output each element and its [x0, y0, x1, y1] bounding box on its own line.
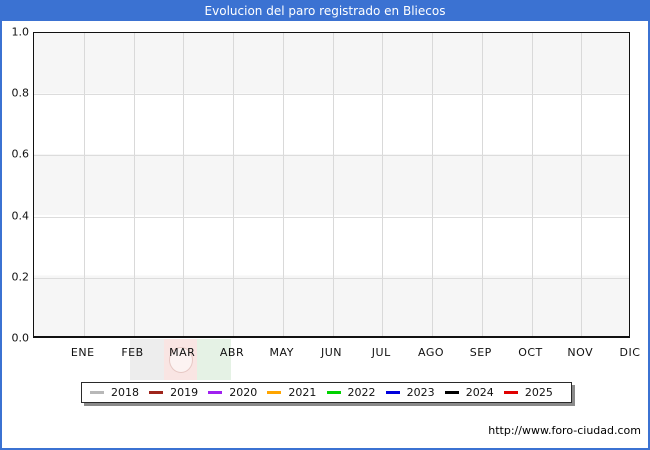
vertical-gridline: [382, 33, 384, 336]
legend-item-2018: 2018: [90, 386, 149, 399]
horizontal-gridline: [34, 216, 629, 218]
legend-item-2025: 2025: [503, 386, 563, 399]
x-tick-label: SEP: [469, 346, 492, 359]
y-axis: 1.0 0.8 0.6 0.4 0.2 0.0: [2, 2, 30, 448]
horizontal-gridline: [34, 277, 629, 279]
horizontal-gridline: [34, 155, 629, 157]
x-tick-label: MAR: [169, 346, 196, 359]
x-tick-label: JUL: [371, 346, 391, 359]
x-tick-label: ABR: [219, 346, 245, 359]
legend-label: 2018: [111, 386, 139, 399]
legend-swatch: [149, 391, 164, 394]
vertical-gridline: [233, 33, 234, 336]
y-tick-label: 0.0: [11, 331, 30, 345]
flag-band: [130, 339, 164, 380]
x-tick-label: JUN: [320, 346, 343, 359]
legend-label: 2019: [170, 386, 199, 399]
vertical-gridline: [183, 33, 185, 336]
y-tick-label: 0.8: [11, 86, 30, 100]
vertical-gridline: [83, 33, 85, 336]
legend-label: 2025: [524, 386, 553, 399]
legend-item-2019: 2019: [149, 386, 208, 399]
legend-item-2020: 2020: [208, 386, 267, 399]
x-tick-label: MAY: [269, 346, 294, 359]
vertical-gridline: [531, 33, 533, 336]
legend-label: 2023: [406, 386, 435, 399]
y-tick-label: 0.4: [11, 209, 30, 223]
legend-item-2022: 2022: [326, 386, 386, 399]
flag-band: [197, 339, 232, 380]
y-tick-label: 0.6: [11, 147, 30, 161]
flag-emblem-icon: [169, 347, 193, 373]
legend-swatch: [385, 391, 400, 394]
source-url: http://www.foro-ciudad.com: [488, 424, 641, 437]
legend-swatch: [503, 391, 518, 394]
y-tick-label: 1.0: [11, 25, 30, 39]
x-tick-label: AGO: [417, 346, 445, 359]
x-tick-label: NOV: [567, 346, 594, 359]
vertical-gridline: [481, 33, 483, 336]
vertical-gridline: [432, 33, 433, 336]
vertical-gridline: [133, 33, 135, 336]
legend-swatch: [444, 391, 459, 394]
chart-title: Evolucion del paro registrado en Bliecos: [2, 2, 648, 21]
plot-area: [33, 32, 630, 338]
legend-swatch: [208, 391, 223, 394]
legend-swatch: [326, 391, 341, 394]
x-tick-label: FEB: [121, 346, 144, 359]
horizontal-gridline: [34, 94, 629, 96]
legend-label: 2024: [465, 386, 494, 399]
legend-item-2024: 2024: [444, 386, 504, 399]
legend-item-2023: 2023: [385, 386, 445, 399]
vertical-gridline: [581, 33, 583, 336]
x-tick-label: OCT: [518, 346, 543, 359]
vertical-gridline: [282, 33, 284, 336]
legend-label: 2020: [229, 386, 258, 399]
legend-label: 2021: [288, 386, 317, 399]
x-tick-label: ENE: [70, 346, 95, 359]
flag-watermark-icon: [130, 339, 232, 380]
y-tick-label: 0.2: [11, 270, 30, 284]
legend-swatch: [267, 391, 282, 394]
vertical-gridline: [332, 33, 334, 336]
legend-label: 2022: [347, 386, 376, 399]
x-tick-label: DIC: [619, 346, 641, 359]
legend-item-2021: 2021: [267, 386, 326, 399]
legend: 2018 2019 2020 2021 2022 2023 2024 2025: [81, 382, 572, 403]
legend-swatch: [90, 391, 104, 394]
